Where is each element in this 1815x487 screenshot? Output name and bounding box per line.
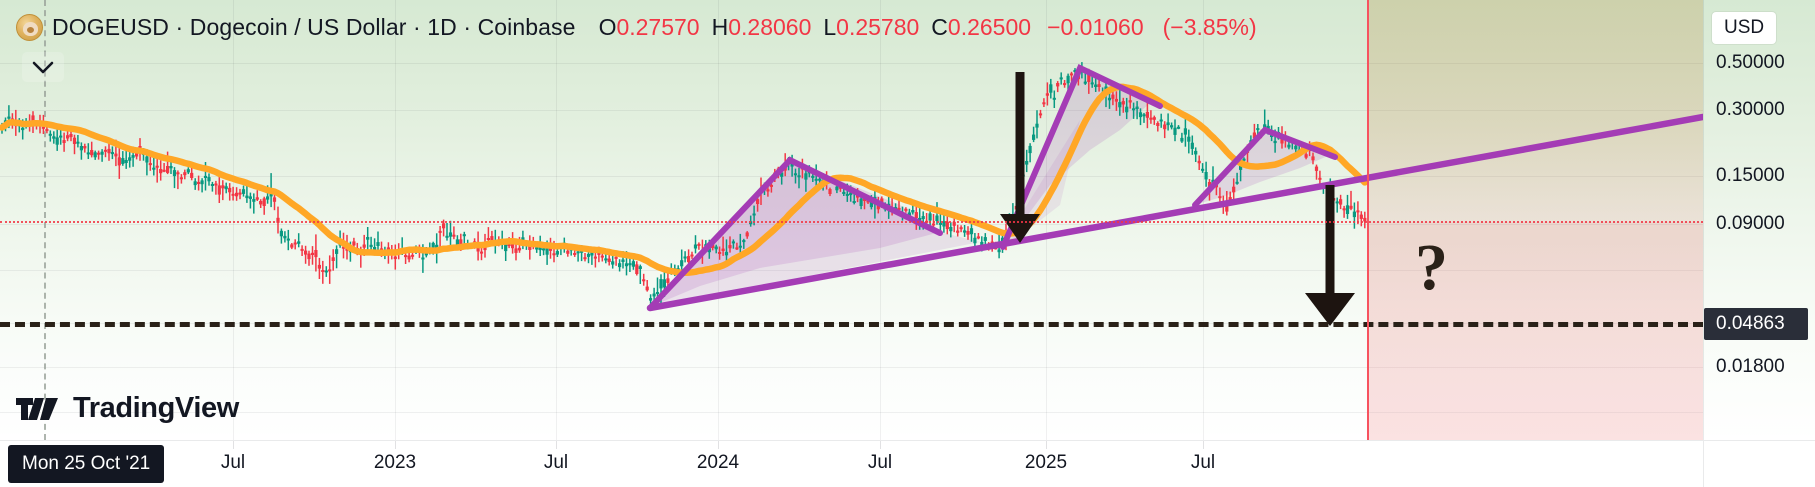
pattern-fills (650, 68, 1330, 307)
question-mark-annotation: ? (1415, 231, 1448, 304)
current-price-line (0, 221, 1703, 223)
ohlc-low-value: 0.25780 (836, 14, 920, 40)
gridline-vertical (233, 0, 234, 440)
ohlc-open-value: 0.27570 (616, 14, 700, 40)
ohlc-close-key: C (931, 14, 948, 40)
axis-corner (1703, 441, 1815, 487)
ohlc-high-value: 0.28060 (728, 14, 812, 40)
dogecoin-icon (16, 14, 43, 41)
time-tick-label: 2025 (1024, 452, 1068, 473)
gridline-horizontal (0, 412, 1703, 413)
price-tick-label: 0.09000 (1716, 213, 1785, 234)
ohlc-high: H 0.28060 (712, 14, 812, 41)
tradingview-wordmark: TradingView (73, 392, 239, 424)
ohlc-values: O 0.27570 H 0.28060 L 0.25780 C 0.26500 … (599, 14, 1257, 41)
time-tick-label: Jul (867, 452, 893, 473)
time-tick-separator (1203, 441, 1204, 449)
ascending-support-trendline (646, 113, 1703, 312)
time-tick-label: Jul (543, 452, 569, 473)
pattern-upper-boundaries (647, 63, 1338, 311)
gridline-vertical (1046, 0, 1047, 440)
ohlc-open: O 0.27570 (599, 14, 700, 41)
current-bar-vertical-line (1367, 0, 1369, 440)
time-tick-separator (880, 441, 881, 449)
chart-pane[interactable]: ? DOGEUSD · Dogecoin / US Dollar · 1D · … (0, 0, 1703, 440)
left-edge-marker (44, 0, 46, 440)
tradingview-watermark: TradingView (16, 392, 239, 425)
ohlc-close-value: 0.26500 (947, 14, 1032, 40)
time-tick-label: 2024 (696, 452, 740, 473)
time-axis[interactable]: Jul 2023 Jul 2024 Jul 2025 Jul Mon 25 Oct '21 (0, 440, 1815, 487)
time-tick-label: Jul (1190, 452, 1216, 473)
gridline-vertical (718, 0, 719, 440)
ohlc-open-key: O (598, 14, 617, 40)
gridline-vertical (395, 0, 396, 440)
ohlc-high-key: H (711, 14, 729, 40)
ohlc-low-key: L (823, 14, 837, 40)
gridline-vertical (880, 0, 881, 440)
change-percent: (−3.85%) (1162, 14, 1257, 40)
time-tick-label: 2023 (373, 452, 417, 473)
symbol-title[interactable]: DOGEUSD · Dogecoin / US Dollar · 1D · Co… (52, 14, 576, 40)
price-tick-label: 0.01800 (1716, 356, 1785, 377)
time-tick-separator (556, 441, 557, 449)
gridline-horizontal (0, 63, 1703, 64)
change-absolute: −0.01060 (1047, 14, 1144, 40)
price-tick-label: 0.50000 (1716, 52, 1785, 73)
time-tick-separator (233, 441, 234, 449)
gridline-vertical (1203, 0, 1204, 440)
time-tick-separator (1046, 441, 1047, 449)
chevron-down-icon (32, 61, 54, 73)
chart-plot-svg (0, 62, 1703, 326)
target-price-badge: 0.04863 (1704, 308, 1808, 340)
current-time-badge: Mon 25 Oct '21 (8, 445, 165, 483)
time-tick-separator (395, 441, 396, 449)
measured-move-arrow-1 (1000, 72, 1040, 243)
gridline-horizontal (0, 110, 1703, 111)
target-price-level-line (0, 322, 1703, 327)
currency-badge[interactable]: USD (1712, 12, 1777, 44)
gridline-horizontal (0, 224, 1703, 225)
gridline-horizontal (0, 367, 1703, 368)
measured-move-arrow-2 (1305, 185, 1355, 326)
moving-average-line (0, 83, 1369, 276)
price-tick-label: 0.15000 (1716, 165, 1785, 186)
ohlc-low: L 0.25780 (823, 14, 919, 41)
tradingview-logo-icon (16, 397, 58, 420)
gridline-vertical (556, 0, 557, 440)
price-tick-label: 0.30000 (1716, 99, 1785, 120)
time-tick-separator (718, 441, 719, 449)
ohlc-close: C 0.26500 (931, 14, 1031, 41)
price-axis[interactable]: USD 0.500000.300000.150000.090000.030000… (1703, 0, 1815, 440)
chart-legend[interactable]: DOGEUSD · Dogecoin / US Dollar · 1D · Co… (16, 14, 1257, 41)
time-tick-label: Jul (220, 452, 246, 473)
legend-collapse-button[interactable] (22, 52, 64, 82)
